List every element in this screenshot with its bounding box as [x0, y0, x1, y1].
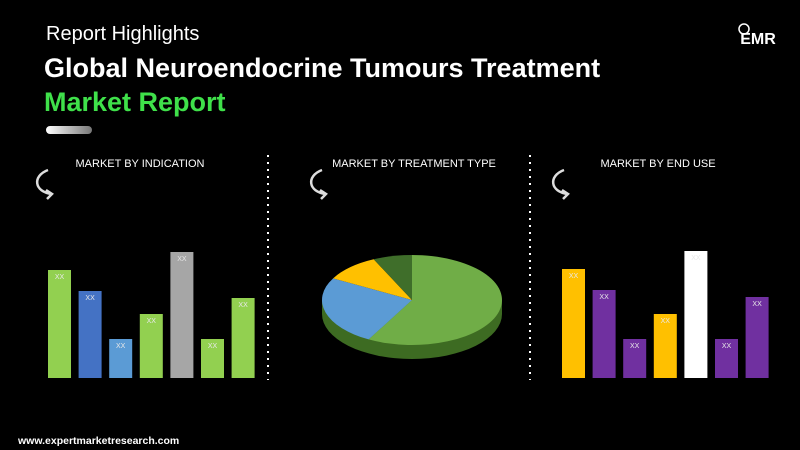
bar — [109, 339, 133, 378]
bar — [592, 290, 616, 378]
pie-slice — [373, 255, 412, 300]
chart-title: MARKET BY END USE — [600, 158, 715, 170]
bar — [139, 314, 163, 378]
chart-title: MARKET BY TREATMENT TYPE — [332, 158, 496, 170]
value-label: XX — [85, 295, 95, 302]
icons — [36, 168, 570, 200]
logo-text: EMR — [740, 31, 776, 48]
bar — [745, 297, 769, 378]
value-label: XX — [722, 343, 732, 350]
value-label: XX — [177, 256, 187, 263]
value-label: XX — [752, 301, 762, 308]
bar — [48, 270, 71, 378]
bar — [715, 339, 738, 378]
value-label: XX — [116, 343, 126, 350]
value-label: XX — [238, 302, 248, 309]
value-label: XX — [599, 294, 609, 301]
arrow-icon — [36, 168, 54, 200]
title-accent: Market Report — [44, 87, 226, 117]
logo: EMR — [738, 23, 776, 48]
bar — [231, 298, 255, 378]
pie-slice — [333, 259, 412, 300]
value-label: XX — [208, 343, 218, 350]
value-label: XX — [55, 274, 65, 281]
bar — [201, 339, 224, 378]
bar — [684, 251, 708, 378]
bar — [78, 291, 102, 378]
kicker: Report Highlights — [46, 23, 199, 45]
value-label: XX — [691, 255, 701, 262]
bar — [623, 339, 647, 378]
accent-pill — [46, 126, 92, 134]
chart-title: MARKET BY INDICATION — [76, 158, 205, 170]
footer-url: www.expertmarketresearch.com — [17, 435, 179, 447]
bar — [653, 314, 677, 378]
pie-slice — [368, 255, 503, 345]
pie-slice — [322, 278, 412, 340]
arrow-icon — [310, 168, 328, 200]
bar — [170, 252, 194, 378]
value-label: XX — [569, 273, 579, 280]
bar — [562, 269, 585, 378]
value-label: XX — [661, 318, 671, 325]
logo-globe — [738, 23, 750, 35]
value-label: XX — [630, 343, 640, 350]
arrow-icon — [552, 168, 570, 200]
value-label: XX — [147, 318, 157, 325]
title: Global Neuroendocrine Tumours Treatment — [44, 53, 600, 83]
